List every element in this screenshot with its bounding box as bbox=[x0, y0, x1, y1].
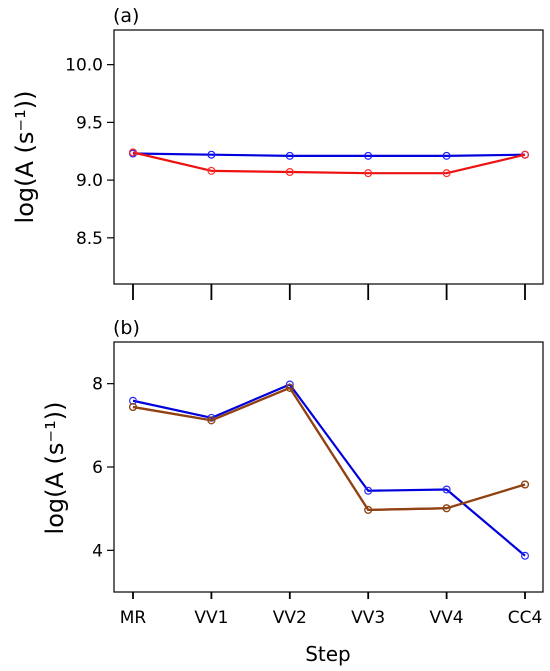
panel-a-series bbox=[129, 148, 529, 178]
y-tick-label: 9.0 bbox=[76, 171, 103, 191]
x-tick-label: VV3 bbox=[351, 608, 385, 628]
series-line bbox=[132, 151, 526, 175]
data-point bbox=[364, 151, 373, 160]
data-point bbox=[207, 166, 216, 175]
data-point bbox=[207, 150, 216, 159]
series-line bbox=[132, 383, 526, 557]
panel-a-xticks bbox=[132, 284, 526, 300]
data-point bbox=[364, 486, 373, 495]
series-line bbox=[132, 152, 526, 157]
panel-b-series bbox=[129, 380, 529, 560]
data-point bbox=[285, 151, 294, 160]
panel-b-yticks: 8 6 4 bbox=[92, 375, 114, 561]
x-tick-label: VV4 bbox=[430, 608, 464, 628]
panel-b-tag: (b) bbox=[113, 317, 140, 339]
x-tick-label: VV1 bbox=[194, 608, 228, 628]
x-tick-label: CC4 bbox=[508, 608, 543, 628]
panel-a-ylabel: log(A (s⁻¹)) bbox=[11, 91, 39, 224]
y-tick-label: 8.5 bbox=[76, 229, 103, 249]
data-point bbox=[364, 505, 373, 514]
panel-b-frame bbox=[113, 341, 544, 593]
y-tick-label: 6 bbox=[92, 458, 103, 478]
data-point bbox=[520, 480, 529, 489]
data-point bbox=[520, 551, 529, 560]
data-point bbox=[285, 168, 294, 177]
data-point bbox=[207, 416, 216, 425]
panel-b-xticks: MR VV1 VV2 VV3 VV4 CC4 bbox=[120, 592, 543, 628]
y-tick-label: 9.5 bbox=[76, 113, 103, 133]
panel-b: (b) log(A (s⁻¹)) 8 6 4 MR VV1 VV2 VV3 VV4 CC4 S… bbox=[41, 317, 544, 666]
panel-a-frame bbox=[113, 29, 544, 285]
data-point bbox=[285, 383, 294, 392]
panel-a: (a) log(A (s⁻¹)) 10.0 9.5 9.0 8.5 bbox=[11, 5, 544, 300]
data-point bbox=[442, 504, 451, 513]
x-tick-label: VV2 bbox=[273, 608, 307, 628]
data-point bbox=[442, 151, 451, 160]
data-point bbox=[364, 169, 373, 178]
x-axis-label: Step bbox=[305, 642, 351, 666]
data-point bbox=[129, 403, 138, 412]
y-tick-label: 10.0 bbox=[65, 56, 103, 76]
panel-a-tag: (a) bbox=[113, 5, 139, 27]
panel-a-yticks: 10.0 9.5 9.0 8.5 bbox=[65, 56, 114, 249]
data-point bbox=[129, 148, 138, 157]
panel-b-ylabel: log(A (s⁻¹)) bbox=[41, 402, 69, 535]
data-point bbox=[520, 150, 529, 159]
x-tick-label: MR bbox=[120, 608, 147, 628]
y-tick-label: 4 bbox=[92, 541, 103, 561]
data-point bbox=[442, 169, 451, 178]
y-tick-label: 8 bbox=[92, 375, 103, 395]
data-point bbox=[442, 485, 451, 494]
series-line bbox=[132, 386, 526, 512]
